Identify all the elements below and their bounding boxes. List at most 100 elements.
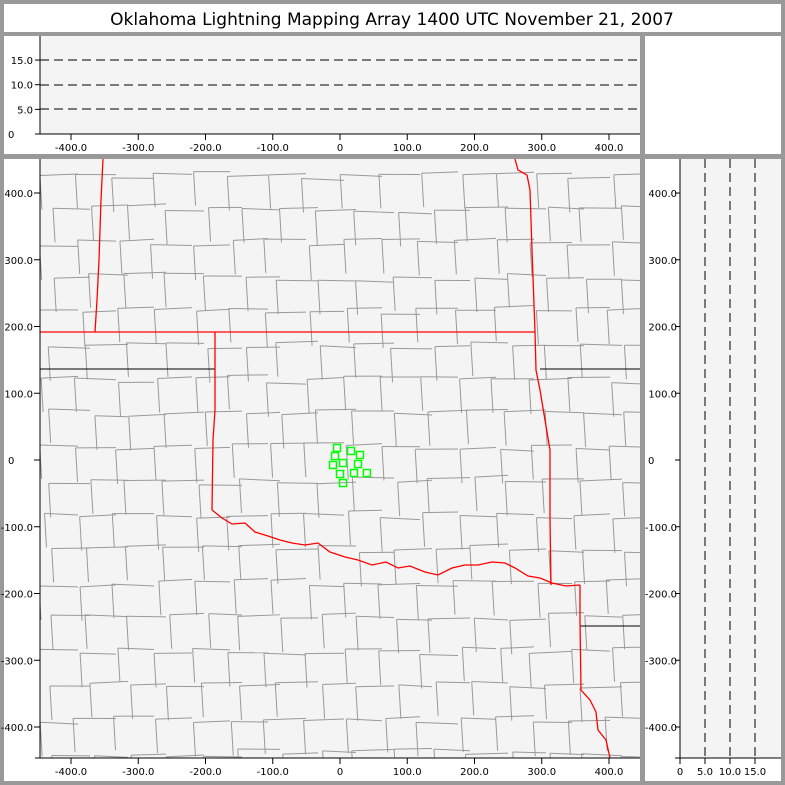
- county-line: [281, 412, 319, 416]
- county-line: [427, 409, 471, 413]
- county-line: [90, 479, 129, 481]
- county-line: [397, 479, 433, 483]
- county-line: [234, 578, 269, 581]
- county-line: [622, 614, 640, 616]
- county-line: [496, 171, 535, 175]
- county-line: [306, 379, 310, 414]
- county-line: [266, 382, 307, 385]
- county-line: [239, 478, 281, 482]
- county-line: [208, 207, 212, 242]
- map-y-tick-label: -400.0: [1, 723, 33, 734]
- county-line: [158, 581, 162, 616]
- county-line: [202, 275, 206, 311]
- right-y-tick-label: 0: [648, 456, 654, 467]
- county-line: [79, 516, 83, 551]
- county-line: [459, 378, 463, 413]
- county-line: [48, 408, 52, 444]
- county-line: [505, 207, 547, 210]
- county-line: [123, 480, 127, 515]
- county-line: [622, 482, 640, 484]
- county-line: [427, 477, 471, 479]
- other-borders: [40, 368, 640, 627]
- county-line: [84, 345, 88, 380]
- county-line: [270, 580, 274, 615]
- county-line: [241, 208, 245, 243]
- county-line: [473, 618, 477, 653]
- county-line: [548, 613, 552, 648]
- right-y-tick-label: 300.0: [648, 256, 677, 267]
- county-line: [422, 512, 426, 547]
- map-x-tick-label: -200.0: [189, 767, 221, 778]
- county-line: [128, 413, 167, 417]
- county-line: [469, 545, 473, 580]
- county-line: [398, 212, 402, 247]
- county-line: [393, 548, 433, 551]
- county-line: [394, 747, 433, 750]
- county-line: [194, 581, 198, 616]
- axes: [35, 36, 781, 759]
- county-line: [620, 681, 640, 684]
- county-line: [196, 308, 231, 312]
- county-line: [195, 376, 231, 379]
- county-line: [620, 682, 624, 717]
- top-y-tick-label: 0: [8, 130, 14, 141]
- county-line: [238, 545, 242, 580]
- county-line: [47, 346, 51, 381]
- county-line: [398, 211, 433, 215]
- county-line: [381, 239, 385, 274]
- county-line: [282, 752, 319, 755]
- county-line: [165, 342, 169, 377]
- county-line: [126, 616, 130, 651]
- county-line: [237, 614, 281, 617]
- county-line: [356, 615, 395, 619]
- county-line: [77, 239, 117, 242]
- county-line: [54, 276, 91, 279]
- county-line: [343, 376, 347, 411]
- county-line: [117, 308, 121, 343]
- county-line: [263, 717, 307, 721]
- county-line: [612, 647, 616, 682]
- county-line: [193, 171, 197, 206]
- corner-panel: [645, 36, 781, 154]
- county-line: [379, 517, 383, 552]
- county-line: [584, 615, 623, 618]
- county-line: [276, 279, 319, 282]
- county-line: [419, 654, 423, 689]
- county-line: [262, 719, 266, 754]
- map-y-tick-label: 100.0: [4, 389, 33, 400]
- county-line: [303, 720, 307, 755]
- county-line: [268, 174, 272, 209]
- county-line: [309, 584, 345, 588]
- county-line: [415, 722, 419, 757]
- county-line: [277, 482, 319, 484]
- county-line: [241, 208, 281, 211]
- county-line: [348, 509, 383, 512]
- top-dashed-gridlines: [40, 59, 640, 110]
- county-line: [265, 382, 269, 417]
- county-line: [536, 173, 540, 208]
- county-line: [567, 720, 571, 756]
- right-dashed-gridlines: [704, 159, 756, 758]
- county-line: [583, 413, 587, 448]
- county-line: [90, 479, 94, 514]
- county-line: [226, 515, 269, 517]
- county-line: [393, 413, 397, 448]
- county-line: [622, 482, 626, 517]
- county-line: [274, 682, 278, 717]
- county-line: [228, 308, 232, 343]
- county-line: [79, 514, 117, 518]
- county-line: [381, 238, 421, 241]
- right-y-tick-label: -400.0: [645, 723, 677, 734]
- county-line: [158, 578, 193, 582]
- county-line: [380, 517, 421, 521]
- county-line: [421, 173, 425, 208]
- map-y-tick-label: -100.0: [1, 523, 33, 534]
- county-line: [579, 480, 583, 515]
- right-y-tick-label: 400.0: [648, 189, 677, 200]
- county-line: [280, 618, 284, 653]
- county-line: [264, 312, 268, 347]
- county-line: [161, 479, 205, 482]
- county-line: [275, 280, 279, 315]
- county-line: [529, 650, 573, 654]
- county-line: [379, 376, 383, 411]
